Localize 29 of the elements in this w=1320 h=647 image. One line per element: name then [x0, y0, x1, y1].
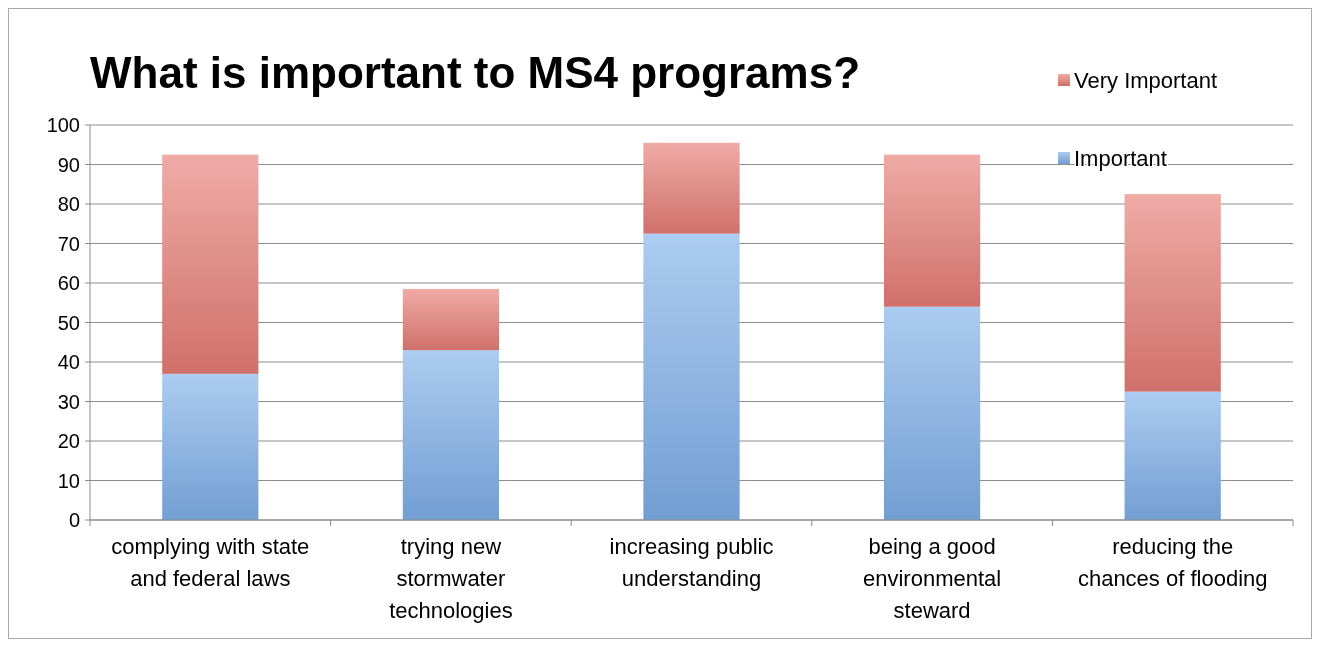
y-tick-label: 70	[57, 232, 80, 255]
x-tick-label: trying new stormwater technologies	[389, 534, 513, 623]
x-tick-label: complying with state and federal laws	[111, 534, 310, 591]
bar	[643, 233, 740, 520]
chart-title: What is important to MS4 programs?	[90, 48, 861, 97]
y-tick-label: 50	[57, 311, 80, 334]
x-tick-label: reducing the chances of flooding	[1077, 534, 1268, 591]
bar	[402, 288, 500, 351]
bar	[1124, 194, 1221, 392]
y-tick-label: 90	[57, 153, 80, 176]
bar	[1124, 391, 1221, 520]
y-tick-label: 0	[68, 509, 80, 531]
y-tick-label: 30	[57, 390, 80, 413]
bar	[883, 154, 981, 307]
y-tick-label: 40	[57, 351, 80, 373]
bar	[643, 142, 740, 234]
legend-label: Very Important	[1074, 67, 1218, 93]
y-tick-label: 100	[46, 114, 80, 136]
y-tick-label: 20	[57, 430, 80, 452]
bar	[402, 350, 500, 520]
x-tick-label: increasing public understanding	[609, 534, 774, 591]
y-tick-label: 80	[57, 193, 80, 215]
x-tick-label: being a good environmental steward	[863, 534, 1002, 623]
bar	[883, 306, 981, 520]
bar	[162, 373, 259, 520]
y-tick-label: 10	[57, 469, 80, 492]
bar	[162, 154, 259, 374]
legend-label: Important	[1074, 145, 1167, 171]
y-tick-label: 60	[57, 272, 80, 294]
